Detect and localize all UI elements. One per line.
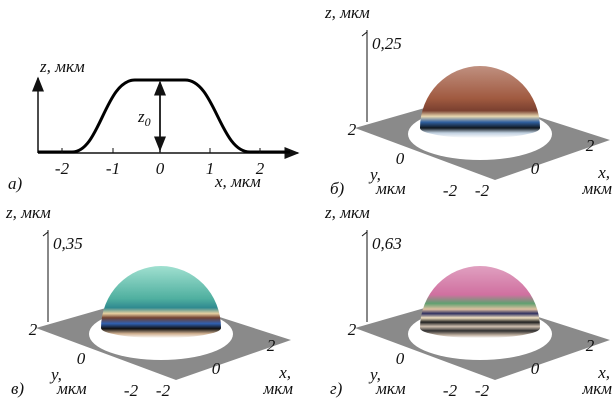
figure: z, мкм z0 x, мкм а) -2-1012 z, мкм0,2520… xyxy=(0,0,614,400)
x-tick-label: -2 xyxy=(475,181,490,200)
y-tick-label: -2 xyxy=(124,381,139,400)
dome xyxy=(101,266,221,338)
z-tick xyxy=(43,232,48,236)
x-axis-unit: мкм xyxy=(581,179,612,198)
z-value: 0,63 xyxy=(372,234,402,253)
y-tick-label: -2 xyxy=(443,181,458,200)
y-tick-label: 2 xyxy=(29,320,38,339)
y-axis-unit: мкм xyxy=(375,179,406,198)
x-axis-unit: мкм xyxy=(581,379,612,398)
x-tick-label: -2 xyxy=(156,381,171,400)
x-tick-label: 2 xyxy=(267,336,276,355)
x-tick-label: 1 xyxy=(206,159,215,178)
panel-label: а) xyxy=(8,174,23,193)
y-tick-label: 2 xyxy=(348,320,357,339)
y-tick-label: 2 xyxy=(348,120,357,139)
x-tick-label: 0 xyxy=(156,159,165,178)
z-axis-label: z, мкм xyxy=(39,57,85,76)
x-tick-label: 2 xyxy=(586,336,595,355)
y-tick-label: 0 xyxy=(396,149,405,168)
dome xyxy=(420,266,540,338)
x-axis-label: x, мкм xyxy=(214,172,261,191)
y-axis-unit: мкм xyxy=(56,379,87,398)
x-tick-label: 2 xyxy=(256,159,265,178)
z-value: 0,25 xyxy=(372,34,402,53)
z-axis-label: z, мкм xyxy=(324,203,370,222)
z-tick xyxy=(362,232,367,236)
y-axis-unit: мкм xyxy=(375,379,406,398)
panel-label: г) xyxy=(330,379,343,398)
x-tick-label: -1 xyxy=(106,159,120,178)
z-axis-label: z, мкм xyxy=(5,203,51,222)
panel-label: б) xyxy=(330,179,345,198)
panel-a: z, мкм z0 x, мкм а) -2 -1 0 1 2 xyxy=(8,57,298,193)
y-tick-label: 0 xyxy=(77,349,86,368)
height-label-sub: 0 xyxy=(145,115,151,129)
x-tick-label: 0 xyxy=(212,359,221,378)
z-axis-label: z, мкм xyxy=(324,3,370,22)
y-tick-label: -2 xyxy=(443,381,458,400)
panel-label: в) xyxy=(11,379,24,398)
z-value: 0,35 xyxy=(53,234,83,253)
x-tick-label: 0 xyxy=(531,359,540,378)
dome xyxy=(420,66,540,138)
profile-curve xyxy=(38,80,290,152)
x-tick-label: 0 xyxy=(531,159,540,178)
x-tick-label: 2 xyxy=(586,136,595,155)
x-axis-unit: мкм xyxy=(262,379,293,398)
z-tick xyxy=(362,32,367,36)
x-tick-label: -2 xyxy=(55,159,70,178)
y-tick-label: 0 xyxy=(396,349,405,368)
height-label: z0 xyxy=(137,107,151,129)
x-tick-label: -2 xyxy=(475,381,490,400)
